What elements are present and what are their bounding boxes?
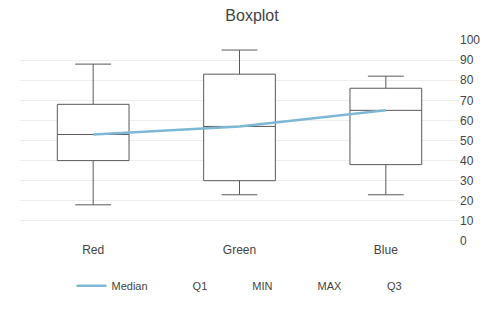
svg-text:Median: Median	[112, 280, 148, 292]
svg-text:10: 10	[460, 214, 474, 228]
svg-text:50: 50	[460, 134, 474, 148]
svg-text:90: 90	[460, 53, 474, 67]
svg-text:Q1: Q1	[193, 280, 208, 292]
svg-text:MIN: MIN	[252, 280, 272, 292]
svg-text:MAX: MAX	[317, 280, 342, 292]
svg-text:Red: Red	[82, 243, 104, 257]
svg-text:70: 70	[460, 94, 474, 108]
svg-text:100: 100	[460, 33, 480, 47]
svg-text:60: 60	[460, 114, 474, 128]
svg-text:20: 20	[460, 194, 474, 208]
svg-text:Boxplot: Boxplot	[225, 7, 279, 24]
svg-text:80: 80	[460, 73, 474, 87]
svg-text:Green: Green	[223, 243, 256, 257]
svg-text:0: 0	[460, 234, 467, 248]
svg-text:Q3: Q3	[387, 280, 402, 292]
svg-text:30: 30	[460, 174, 474, 188]
svg-text:Blue: Blue	[374, 243, 398, 257]
svg-text:40: 40	[460, 154, 474, 168]
